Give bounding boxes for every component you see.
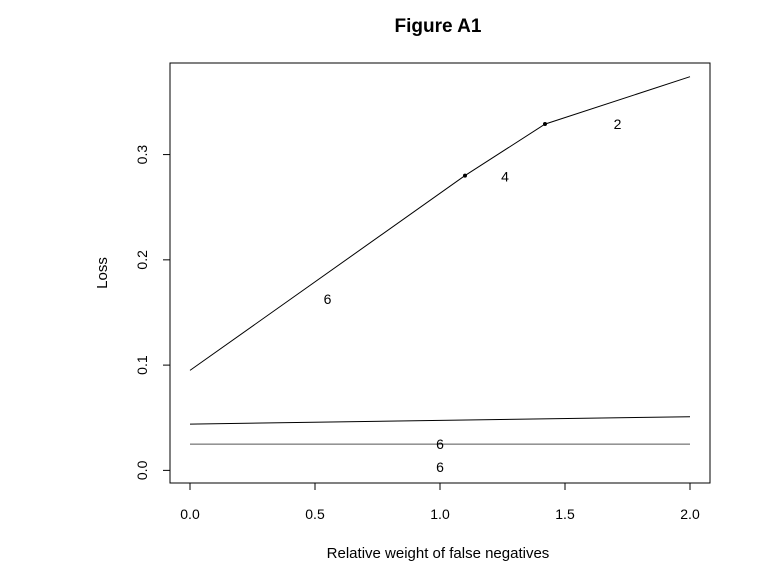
series-point xyxy=(463,173,467,178)
annotation-label: 6 xyxy=(324,291,332,307)
annotations: 2 4 6 6 6 xyxy=(324,116,622,475)
x-tick-label: 1.0 xyxy=(430,506,450,522)
annotation-label: 2 xyxy=(614,116,622,132)
series-line-1 xyxy=(189,76,691,371)
y-axis-label: Loss xyxy=(94,257,111,289)
y-tick-label: 0.2 xyxy=(134,250,150,270)
x-tick-label: 2.0 xyxy=(680,506,700,522)
x-tick-label: 0.5 xyxy=(305,506,325,522)
series-point xyxy=(543,122,547,127)
series-group xyxy=(189,76,691,445)
series-line-2 xyxy=(189,416,691,425)
x-axis: 0.0 0.5 1.0 1.5 2.0 xyxy=(180,482,700,522)
y-tick-label: 0.1 xyxy=(134,355,150,375)
annotation-label: 6 xyxy=(436,436,444,452)
x-tick-label: 1.5 xyxy=(555,506,575,522)
annotation-label: 4 xyxy=(501,169,509,185)
x-axis-label: Relative weight of false negatives xyxy=(327,545,550,562)
annotation-label: 6 xyxy=(436,459,444,475)
y-axis: 0.0 0.1 0.2 0.3 xyxy=(134,145,171,480)
x-tick-label: 0.0 xyxy=(180,506,200,522)
y-tick-label: 0.0 xyxy=(134,460,150,480)
y-tick-label: 0.3 xyxy=(134,145,150,165)
chart-title: Figure A1 xyxy=(395,16,482,37)
